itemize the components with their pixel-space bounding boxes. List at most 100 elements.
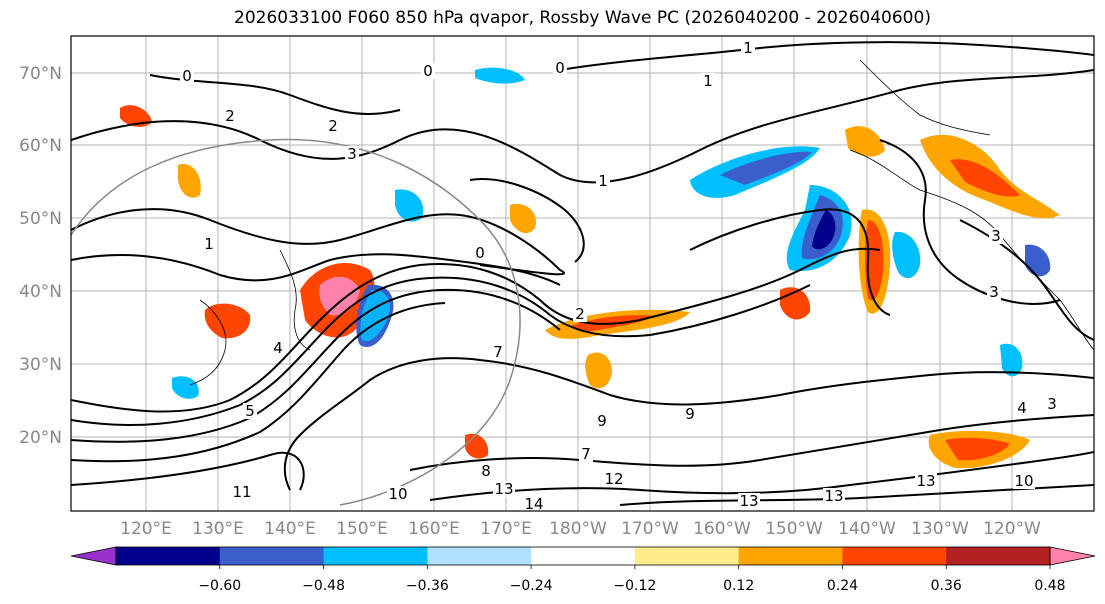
- colorbar-segment: [738, 547, 843, 565]
- longitude-label: 140°E: [264, 519, 316, 539]
- positive-anomaly-subtropical-east-core: [945, 437, 1010, 461]
- positive-anomaly-subtropics: [585, 352, 612, 389]
- contour-label-background: [523, 496, 545, 512]
- contour-value-label: 2: [575, 305, 585, 323]
- negative-anomaly-east-pacific: [1000, 343, 1023, 377]
- contour-label-background: [326, 118, 340, 134]
- contour-value-label: 13: [824, 487, 843, 505]
- contour-label-background: [1013, 473, 1035, 489]
- latitude-axis: 70°N 60°N 50°N 40°N 30°N 20°N: [19, 64, 62, 448]
- positive-anomaly-dateline: [510, 203, 536, 234]
- contour-value-label: 12: [604, 470, 623, 488]
- contour-label-background: [987, 284, 1001, 300]
- colorbar-outline: [115, 546, 1051, 566]
- colorbar-segment: [842, 547, 947, 565]
- longitude-label: 170°E: [480, 519, 532, 539]
- negative-anomaly-ne-pacific: [892, 231, 921, 279]
- positive-anomaly-ne-pacific-core: [865, 220, 884, 301]
- colorbar-tick-label: −0.12: [613, 578, 656, 594]
- positive-anomaly-japan-core: [319, 276, 360, 316]
- contour-value-label: 0: [182, 67, 192, 85]
- contour-label-background: [573, 306, 587, 322]
- colorbar-segment: [323, 547, 428, 565]
- contour-label-background: [823, 488, 845, 504]
- colorbar-tick-label: 0.48: [1034, 578, 1065, 594]
- contour-value-label: 11: [232, 483, 251, 501]
- latitude-label: 50°N: [19, 209, 62, 229]
- contour-value-label: 1: [743, 39, 753, 57]
- longitude-label: 160°W: [693, 519, 751, 539]
- contour-label-background: [345, 146, 359, 162]
- contour-label-background: [493, 481, 515, 497]
- longitude-label: 170°W: [621, 519, 679, 539]
- longitude-label: 150°E: [336, 519, 388, 539]
- contour-value-label: 3: [989, 283, 999, 301]
- colorbar-segment: [946, 547, 1051, 565]
- contour-label-background: [1045, 396, 1059, 412]
- colorbar-tick-label: 0.24: [827, 578, 858, 594]
- colorbar-tick-label: −0.36: [406, 578, 449, 594]
- negative-anomaly-okhotsk: [395, 189, 424, 222]
- contour-label-background: [596, 173, 610, 189]
- colorbar-max-extend: [1049, 546, 1096, 566]
- contour-label-background: [271, 340, 285, 356]
- map-frame: [70, 35, 1095, 512]
- colorbar-tick-label: −0.60: [198, 578, 241, 594]
- colorbar-segment: [219, 547, 325, 565]
- chart-title: 2026033100 F060 850 hPa qvapor, Rossby W…: [234, 8, 931, 28]
- contour-value-label: 1: [204, 235, 214, 253]
- longitude-axis: 120°E 130°E 140°E 150°E 160°E 170°E 180°W 170°W…: [120, 519, 1041, 539]
- negative-anomaly-east-china: [172, 376, 199, 399]
- anomaly-shading: [120, 67, 1060, 469]
- longitude-label: 130°W: [911, 519, 969, 539]
- longitude-label: 120°E: [120, 519, 172, 539]
- latitude-label: 40°N: [19, 282, 62, 302]
- latitude-label: 30°N: [19, 355, 62, 375]
- contour-label-background: [243, 403, 257, 419]
- contour-value-label: 13: [916, 472, 935, 490]
- contour-label-background: [595, 413, 609, 429]
- colorbar-segment: [116, 547, 221, 565]
- contour-value-label: 4: [1017, 399, 1027, 417]
- contour-label-background: [479, 463, 493, 479]
- longitude-label: 160°E: [408, 519, 460, 539]
- colorbar-segment: [531, 547, 636, 565]
- contour-label-background: [553, 60, 567, 76]
- contour-label-background: [202, 236, 216, 252]
- contour-value-label: 7: [493, 343, 503, 361]
- longitude-label: 150°W: [765, 519, 823, 539]
- contour-value-label: 10: [388, 485, 407, 503]
- contour-value-label: 14: [524, 495, 543, 513]
- negative-anomaly-bering-core: [720, 151, 812, 185]
- contour-value-label: 0: [423, 62, 433, 80]
- contour-value-label: 3: [347, 145, 357, 163]
- contour-value-label: 3: [991, 227, 1001, 245]
- colorbar-min-extend: [70, 546, 117, 566]
- contour-value-label: 10: [1014, 472, 1033, 490]
- colorbar-tick-label: 0.12: [723, 578, 754, 594]
- contour-value-label: 5: [245, 402, 255, 420]
- contour-label-background: [741, 40, 755, 56]
- longitude-label: 130°E: [192, 519, 244, 539]
- colorbar: −0.60 −0.48 −0.36 −0.24 −0.12 0.12 0.24 0.36 0.4…: [70, 546, 1096, 594]
- negative-anomaly-north: [475, 67, 525, 84]
- colorbar-tick-label: −0.24: [510, 578, 553, 594]
- positive-anomaly-bc-core: [950, 159, 1020, 197]
- contour-label-background: [579, 446, 593, 462]
- longitude-label: 120°W: [983, 519, 1041, 539]
- longitude-label: 180°W: [549, 519, 607, 539]
- contour-label-background: [223, 108, 237, 124]
- contour-label-background: [491, 344, 505, 360]
- contour-label-background: [421, 63, 435, 79]
- colorbar-segment: [427, 547, 532, 565]
- gridlines: [71, 36, 1094, 511]
- contour-value-label: 0: [555, 59, 565, 77]
- positive-anomaly-west: [178, 164, 201, 198]
- contour-label-background: [473, 245, 487, 261]
- contour-value-label: 13: [739, 492, 758, 510]
- contour-label-background: [1015, 400, 1029, 416]
- contour-value-label: 13: [494, 480, 513, 498]
- contour-value-label: 1: [598, 172, 608, 190]
- latitude-label: 20°N: [19, 428, 62, 448]
